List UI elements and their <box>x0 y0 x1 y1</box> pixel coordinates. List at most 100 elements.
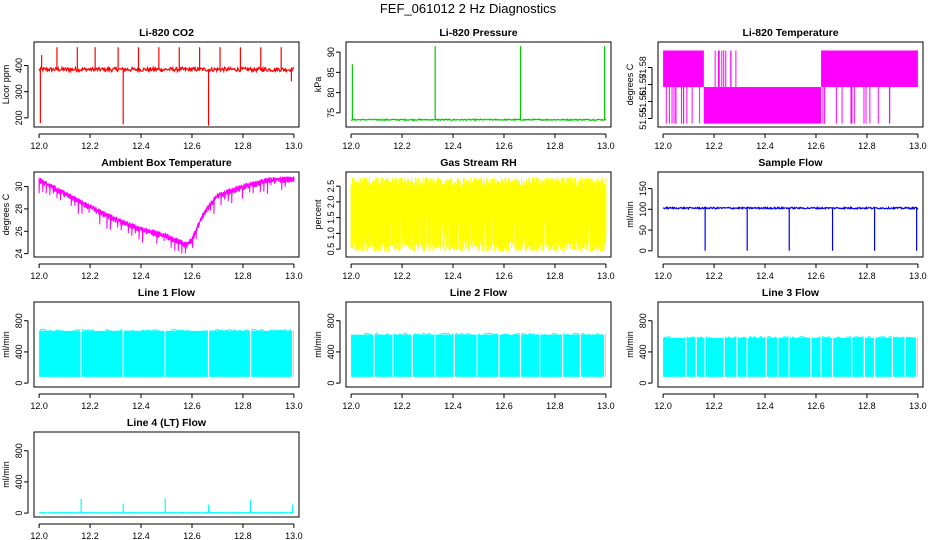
y-axis: 0 400 800 <box>14 443 29 516</box>
x-axis: 12.0 12.2 12.4 12.6 12.8 13.0 <box>654 133 927 151</box>
x-axis: 12.0 12.2 12.4 12.6 12.8 13.0 <box>30 263 303 281</box>
y-tick-label: 30 <box>14 182 24 192</box>
y-tick-label: 0 <box>638 248 648 253</box>
plot-frame <box>33 41 300 128</box>
chart-panel-4: 12.0 12.2 12.4 12.6 12.8 13.0 24 26 28 30 Ambient … <box>1 157 303 281</box>
y-tick-label: 800 <box>14 313 24 328</box>
x-tick-label: 12.6 <box>495 401 513 411</box>
y-tick-label: 150 <box>638 181 648 196</box>
plot-frame <box>33 431 300 518</box>
data-series <box>662 205 919 211</box>
x-tick-label: 12.6 <box>495 141 513 151</box>
y-tick-label: 85 <box>326 67 336 77</box>
plot-area <box>351 46 607 122</box>
x-tick-label: 12.8 <box>546 271 564 281</box>
x-tick-label: 12.6 <box>183 531 201 540</box>
y-tick-label: 400 <box>14 474 24 489</box>
x-tick-label: 13.0 <box>597 141 615 151</box>
y-tick-label: 400 <box>326 344 336 359</box>
x-tick-label: 12.8 <box>234 531 252 540</box>
y-tick-label: 400 <box>638 344 648 359</box>
y-axis-label: ml/min <box>1 461 11 488</box>
x-tick-label: 12.4 <box>756 141 774 151</box>
x-axis: 12.0 12.2 12.4 12.6 12.8 13.0 <box>30 133 303 151</box>
y-tick-label: 2.5 <box>326 180 336 193</box>
y-tick-label: 51.56 <box>638 90 648 113</box>
x-tick-label: 12.0 <box>30 401 48 411</box>
plot-area <box>38 176 295 254</box>
chart-panel-6: 12.0 12.2 12.4 12.6 12.8 13.0 0 50 100 150 Sample … <box>625 157 927 281</box>
y-tick-label: 800 <box>638 313 648 328</box>
x-tick-label: 13.0 <box>909 401 927 411</box>
y-axis-label: percent <box>313 199 323 230</box>
chart-title: Line 1 Flow <box>138 287 196 299</box>
x-tick-label: 12.6 <box>183 141 201 151</box>
y-axis: 0 400 800 <box>638 313 653 386</box>
chart-panel-7: 12.0 12.2 12.4 12.6 12.8 13.0 0 400 800 Line 1 Fl… <box>1 287 303 411</box>
x-tick-label: 12.4 <box>132 401 150 411</box>
x-tick-label: 12.4 <box>132 271 150 281</box>
data-band-3 <box>821 50 918 88</box>
y-axis-label: ml/min <box>313 331 323 358</box>
y-tick-label: 800 <box>326 313 336 328</box>
y-axis-label: ml/min <box>1 331 11 358</box>
y-axis: 0 400 800 <box>14 313 29 386</box>
plot-frame <box>657 41 924 128</box>
chart-panel-10: 12.0 12.2 12.4 12.6 12.8 13.0 0 400 800 Line 4 (L… <box>1 417 303 540</box>
x-tick-label: 12.8 <box>234 141 252 151</box>
data-band-2 <box>703 87 822 124</box>
y-tick-label: 0 <box>638 381 648 386</box>
chart-title: Line 3 Flow <box>762 287 820 299</box>
x-tick-label: 12.6 <box>183 401 201 411</box>
x-tick-label: 12.6 <box>807 141 825 151</box>
x-tick-label: 12.6 <box>183 271 201 281</box>
x-tick-label: 12.4 <box>756 401 774 411</box>
y-tick-label: 800 <box>14 443 24 458</box>
plot-frame <box>33 171 300 258</box>
y-axis: 200 300 400 <box>14 58 29 125</box>
y-tick-label: 26 <box>14 226 24 236</box>
x-axis: 12.0 12.2 12.4 12.6 12.8 13.0 <box>342 393 615 411</box>
plot-area <box>662 205 919 251</box>
x-tick-label: 12.8 <box>858 141 876 151</box>
y-tick-label: 24 <box>14 249 24 259</box>
x-axis: 12.0 12.2 12.4 12.6 12.8 13.0 <box>654 393 927 411</box>
x-tick-label: 12.8 <box>858 401 876 411</box>
x-tick-label: 12.0 <box>654 271 672 281</box>
x-tick-label: 12.0 <box>342 401 360 411</box>
x-tick-label: 12.0 <box>30 141 48 151</box>
y-tick-label: 0 <box>326 381 336 386</box>
chart-panel-5: 12.0 12.2 12.4 12.6 12.8 13.0 0.5 1.0 1.5 2.0 2.5 G… <box>313 157 615 281</box>
y-tick-label: 90 <box>326 47 336 57</box>
x-tick-label: 12.8 <box>858 271 876 281</box>
data-series <box>351 118 607 122</box>
chart-panel-9: 12.0 12.2 12.4 12.6 12.8 13.0 0 400 800 Line 3 Fl… <box>625 287 927 411</box>
x-tick-label: 12.4 <box>444 271 462 281</box>
x-tick-label: 13.0 <box>285 531 303 540</box>
data-band-1 <box>663 50 704 88</box>
chart-panel-1: 12.0 12.2 12.4 12.6 12.8 13.0 200 300 400 Li-820 … <box>1 27 303 151</box>
x-tick-label: 12.0 <box>342 271 360 281</box>
x-tick-label: 12.6 <box>807 401 825 411</box>
figure-title: FEF_061012 2 Hz Diagnostics <box>379 1 557 16</box>
y-axis: 24 26 28 30 <box>14 182 29 259</box>
x-tick-label: 12.8 <box>234 271 252 281</box>
x-tick-label: 12.4 <box>444 141 462 151</box>
x-tick-label: 12.4 <box>132 531 150 540</box>
x-tick-label: 12.8 <box>546 401 564 411</box>
x-tick-label: 12.0 <box>30 531 48 540</box>
x-tick-label: 12.2 <box>393 271 411 281</box>
plot-area <box>662 335 919 379</box>
x-tick-label: 12.2 <box>705 141 723 151</box>
y-tick-label: 0 <box>14 381 24 386</box>
y-tick-label: 0.5 <box>326 243 336 256</box>
x-tick-label: 12.8 <box>234 401 252 411</box>
y-tick-label: 300 <box>14 84 24 99</box>
y-axis: 75 80 85 90 <box>326 47 341 118</box>
y-tick-label: 1.0 <box>326 227 336 240</box>
data-series <box>38 65 295 74</box>
x-tick-label: 12.2 <box>81 271 99 281</box>
plot-frame <box>33 301 300 388</box>
plot-area <box>350 176 607 253</box>
